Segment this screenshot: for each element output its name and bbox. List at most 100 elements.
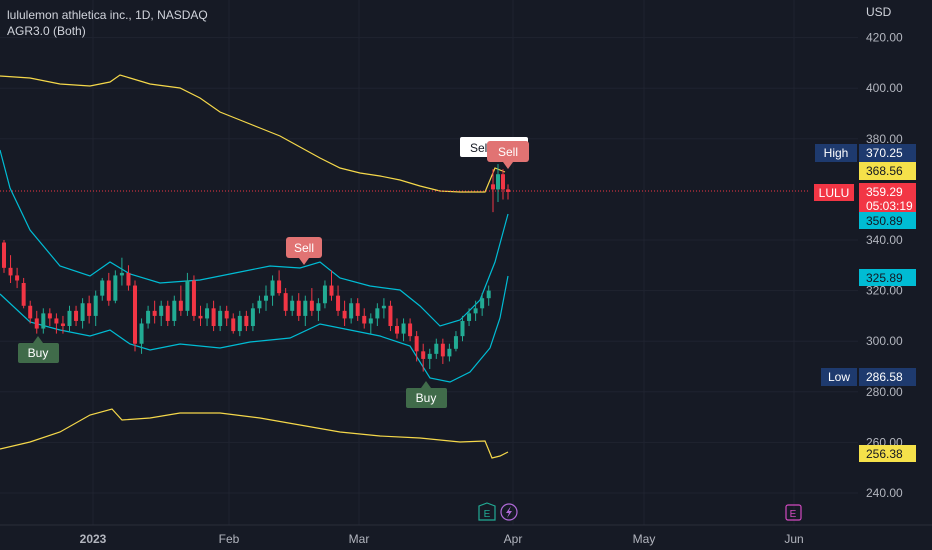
low-badge: Low 286.58 [821, 368, 916, 386]
candle-body [41, 313, 46, 329]
price-tick-label: 300.00 [866, 334, 903, 348]
candle-body [395, 326, 399, 334]
candle-body [257, 300, 262, 309]
candle-body [342, 310, 347, 319]
dividend-bolt-icon[interactable] [500, 503, 518, 521]
price-axis[interactable]: 420.00 400.00 380.00 340.00 320.00 300.00 280.… [866, 31, 903, 500]
candle-body [205, 308, 210, 319]
yellow-lower-badge: 256.38 [859, 445, 916, 462]
buy-signal-mar: Buy [406, 381, 447, 408]
high-value: 370.25 [866, 146, 903, 160]
candle-body [67, 310, 72, 327]
price-tick-label: 240.00 [866, 486, 903, 500]
candle-body [501, 174, 505, 190]
candle-body [54, 318, 59, 324]
candle-body [381, 305, 386, 309]
time-tick-label: Mar [349, 532, 370, 546]
svg-text:E: E [484, 509, 491, 520]
time-axis[interactable]: 2023 Feb Mar Apr May Jun [80, 532, 804, 546]
candle-body [47, 313, 52, 319]
candle-body [100, 280, 105, 296]
sell-signal-feb-label: Sell [294, 241, 314, 255]
time-tick-label: 2023 [80, 532, 107, 546]
svg-text:325.89: 325.89 [866, 271, 903, 285]
indicator-bands [0, 74, 509, 459]
symbol-title: lululemon athletica inc., 1D, NASDAQ [7, 8, 208, 22]
candle-body [15, 275, 20, 281]
candle-body [119, 272, 124, 276]
time-tick-label: Feb [219, 532, 240, 546]
candle-body [231, 318, 236, 332]
svg-text:E: E [790, 509, 797, 520]
candle-body [264, 295, 268, 301]
candle-body [322, 285, 327, 304]
candle-body [126, 272, 131, 286]
candle-body [486, 290, 491, 299]
time-tick-label: May [633, 532, 656, 546]
last-price-badge: 359.29 05:03:19 [859, 183, 916, 213]
price-tick-label: 400.00 [866, 81, 903, 95]
candles [2, 164, 510, 372]
candle-body [434, 343, 439, 354]
high-badge: High 370.25 [815, 144, 916, 162]
chart-grid [0, 0, 858, 525]
candle-body [60, 323, 65, 327]
cyan-lower-band [0, 275, 509, 383]
candle-body [427, 353, 432, 359]
candle-body [453, 336, 458, 349]
candle-body [2, 242, 6, 268]
candle-body [270, 280, 275, 296]
candle-body [152, 310, 157, 316]
price-tick-label: 280.00 [866, 385, 903, 399]
candle-body [303, 300, 308, 316]
earnings-marker-future[interactable]: E [785, 504, 802, 521]
candle-body [309, 300, 314, 311]
candle-body [139, 323, 144, 344]
candle-body [93, 295, 98, 316]
candle-body [283, 293, 288, 311]
svg-text:368.56: 368.56 [866, 164, 903, 178]
time-tick-label: Jun [784, 532, 803, 546]
candle-body [460, 320, 465, 337]
price-tick-label: 420.00 [866, 31, 903, 45]
candle-body [336, 295, 341, 311]
yellow-upper-band [0, 74, 506, 193]
candle-body [237, 315, 242, 332]
earnings-marker[interactable]: E [478, 502, 496, 521]
candle-body [133, 285, 137, 344]
currency-label: USD [866, 5, 892, 19]
price-tick-label: 380.00 [866, 132, 903, 146]
candle-body [355, 303, 360, 316]
candle-body [211, 308, 216, 327]
buy-signal-early: Buy [18, 336, 59, 363]
buy-signal-early-label: Buy [28, 346, 49, 360]
yellow-upper-badge: 368.56 [859, 162, 916, 180]
low-value: 286.58 [866, 370, 903, 384]
candle-body [329, 285, 334, 296]
candle-body [198, 315, 203, 319]
candle-body [113, 275, 118, 301]
candle-body [218, 310, 223, 327]
candle-body [316, 303, 321, 311]
candle-body [277, 280, 282, 294]
candle-body [34, 318, 39, 329]
candle-body [491, 184, 495, 190]
candle-body [349, 303, 354, 319]
indicator-title[interactable]: AGR3.0 (Both) [7, 24, 86, 38]
candle-body [480, 298, 485, 309]
candle-body [165, 305, 170, 321]
symbol-badge: LULU [814, 184, 854, 201]
candle-body [178, 300, 183, 311]
sell-signal-recent: Sell [487, 141, 529, 169]
price-tick-label: 320.00 [866, 284, 903, 298]
candle-body [467, 313, 472, 321]
candle-body [440, 343, 445, 357]
countdown: 05:03:19 [866, 199, 913, 213]
svg-text:359.29: 359.29 [866, 185, 903, 199]
candle-body [250, 308, 255, 327]
cyan-lower-badge: 325.89 [859, 269, 916, 286]
svg-text:LULU: LULU [819, 186, 850, 200]
cyan-upper-badge: 350.89 [859, 212, 916, 229]
yellow-lower-band [0, 408, 509, 459]
